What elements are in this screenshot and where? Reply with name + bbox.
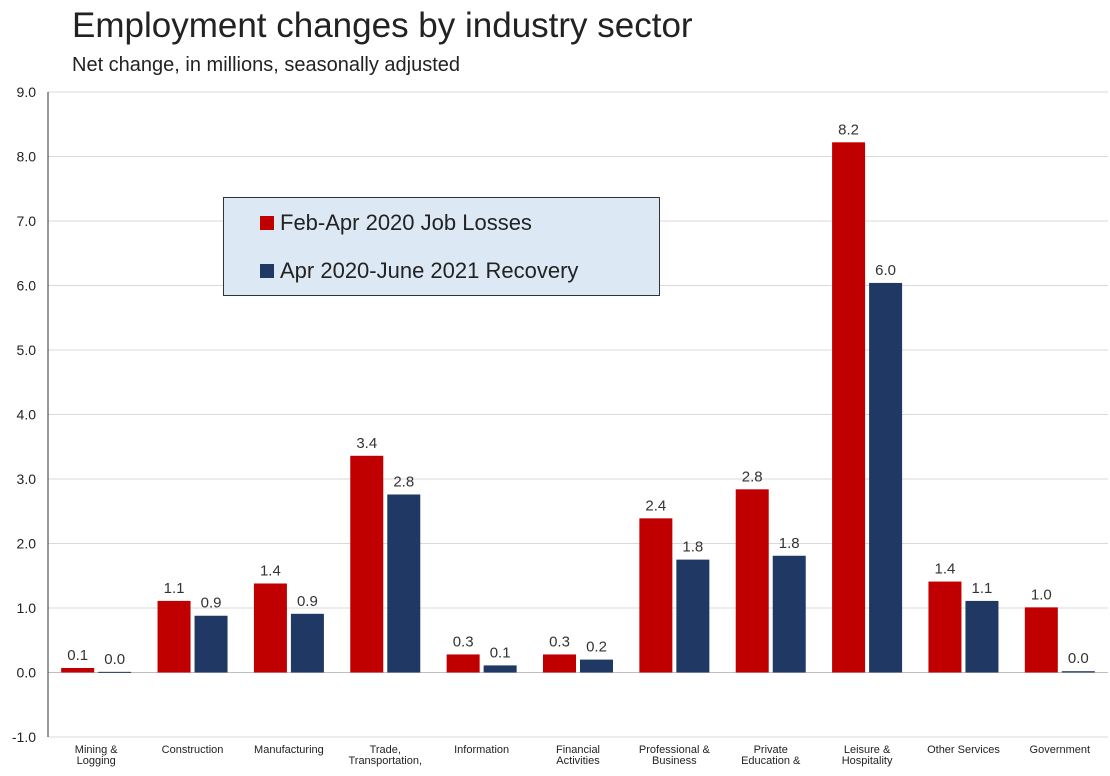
x-tick-label: Education & xyxy=(741,755,801,767)
y-tick-label: -1.0 xyxy=(12,729,36,745)
y-tick-label: 6.0 xyxy=(17,278,37,294)
y-tick-label: 3.0 xyxy=(17,471,37,487)
data-label: 8.2 xyxy=(838,121,859,138)
y-tick-label: 4.0 xyxy=(17,407,37,423)
x-tick-label: Mining & xyxy=(75,744,118,756)
bar xyxy=(157,600,191,673)
x-tick-label: Professional & xyxy=(639,744,711,756)
bar xyxy=(483,665,517,673)
data-label: 0.1 xyxy=(490,644,511,661)
data-label: 6.0 xyxy=(875,262,896,279)
data-label: 1.1 xyxy=(164,580,185,597)
y-tick-label: 2.0 xyxy=(17,536,37,552)
x-tick-label: Logging xyxy=(77,755,116,767)
bar xyxy=(676,559,710,673)
bar xyxy=(772,555,806,673)
bar xyxy=(1024,607,1058,673)
bar xyxy=(735,489,769,673)
bar xyxy=(832,142,866,673)
data-label: 1.8 xyxy=(779,535,800,552)
bar xyxy=(61,667,95,673)
data-label: 1.1 xyxy=(972,580,993,597)
data-label: 1.4 xyxy=(935,561,956,578)
x-tick-label: Manufacturing xyxy=(254,744,324,756)
x-tick-label: Transportation, xyxy=(348,755,422,767)
data-label: 0.9 xyxy=(201,595,222,612)
bar xyxy=(253,583,287,673)
bar xyxy=(580,659,613,673)
x-tick-label: Other Services xyxy=(927,744,1000,756)
data-label: 1.0 xyxy=(1031,586,1052,603)
legend-swatch-recovery xyxy=(260,264,274,278)
data-label: 0.3 xyxy=(549,633,570,650)
data-label: 0.0 xyxy=(104,651,125,668)
data-label: 0.2 xyxy=(586,639,607,656)
x-tick-label: Leisure & xyxy=(844,744,891,756)
bar xyxy=(1061,671,1095,673)
bar xyxy=(194,615,228,673)
data-label: 0.3 xyxy=(453,633,474,650)
y-tick-label: 1.0 xyxy=(17,600,37,616)
x-tick-label: Trade, xyxy=(370,744,401,756)
x-tick-label: Construction xyxy=(162,744,224,756)
bar xyxy=(639,518,673,673)
data-label: 2.4 xyxy=(645,497,666,514)
legend-item-recovery: Apr 2020-June 2021 Recovery xyxy=(260,258,578,284)
chart-title: Employment changes by industry sector xyxy=(72,6,693,45)
bar xyxy=(387,494,421,673)
x-tick-label: Business xyxy=(652,755,697,767)
bar xyxy=(290,613,324,673)
y-tick-label: 7.0 xyxy=(17,213,37,229)
y-tick-label: 9.0 xyxy=(17,84,37,100)
x-tick-label: Information xyxy=(454,744,509,756)
legend-item-job-losses: Feb-Apr 2020 Job Losses xyxy=(260,210,532,236)
data-label: 2.8 xyxy=(393,473,414,490)
bar xyxy=(869,282,903,673)
y-tick-label: 5.0 xyxy=(17,342,37,358)
bar xyxy=(446,654,480,673)
y-tick-label: 0.0 xyxy=(17,665,37,681)
x-tick-label: Hospitality xyxy=(842,755,893,767)
bar xyxy=(543,654,576,673)
legend-label-recovery: Apr 2020-June 2021 Recovery xyxy=(280,258,579,283)
data-label: 1.8 xyxy=(682,539,703,556)
x-tick-label: Activities xyxy=(556,755,600,767)
legend-swatch-job-losses xyxy=(260,216,274,230)
bar xyxy=(98,671,132,673)
x-tick-label: Private xyxy=(754,744,788,756)
x-tick-label: Financial xyxy=(556,744,600,756)
x-tick-label: Government xyxy=(1030,744,1091,756)
bar xyxy=(965,600,999,673)
bar xyxy=(928,581,962,673)
legend: Feb-Apr 2020 Job Losses Apr 2020-June 20… xyxy=(223,197,660,296)
data-label: 3.4 xyxy=(356,435,377,452)
chart-subtitle: Net change, in millions, seasonally adju… xyxy=(72,54,460,76)
data-label: 0.0 xyxy=(1068,650,1089,667)
data-label: 1.4 xyxy=(260,562,281,579)
data-label: 0.1 xyxy=(67,647,88,664)
bar xyxy=(350,455,384,673)
legend-label-job-losses: Feb-Apr 2020 Job Losses xyxy=(280,210,532,235)
y-tick-label: 8.0 xyxy=(17,149,37,165)
data-label: 0.9 xyxy=(297,593,318,610)
data-label: 2.8 xyxy=(742,468,763,485)
